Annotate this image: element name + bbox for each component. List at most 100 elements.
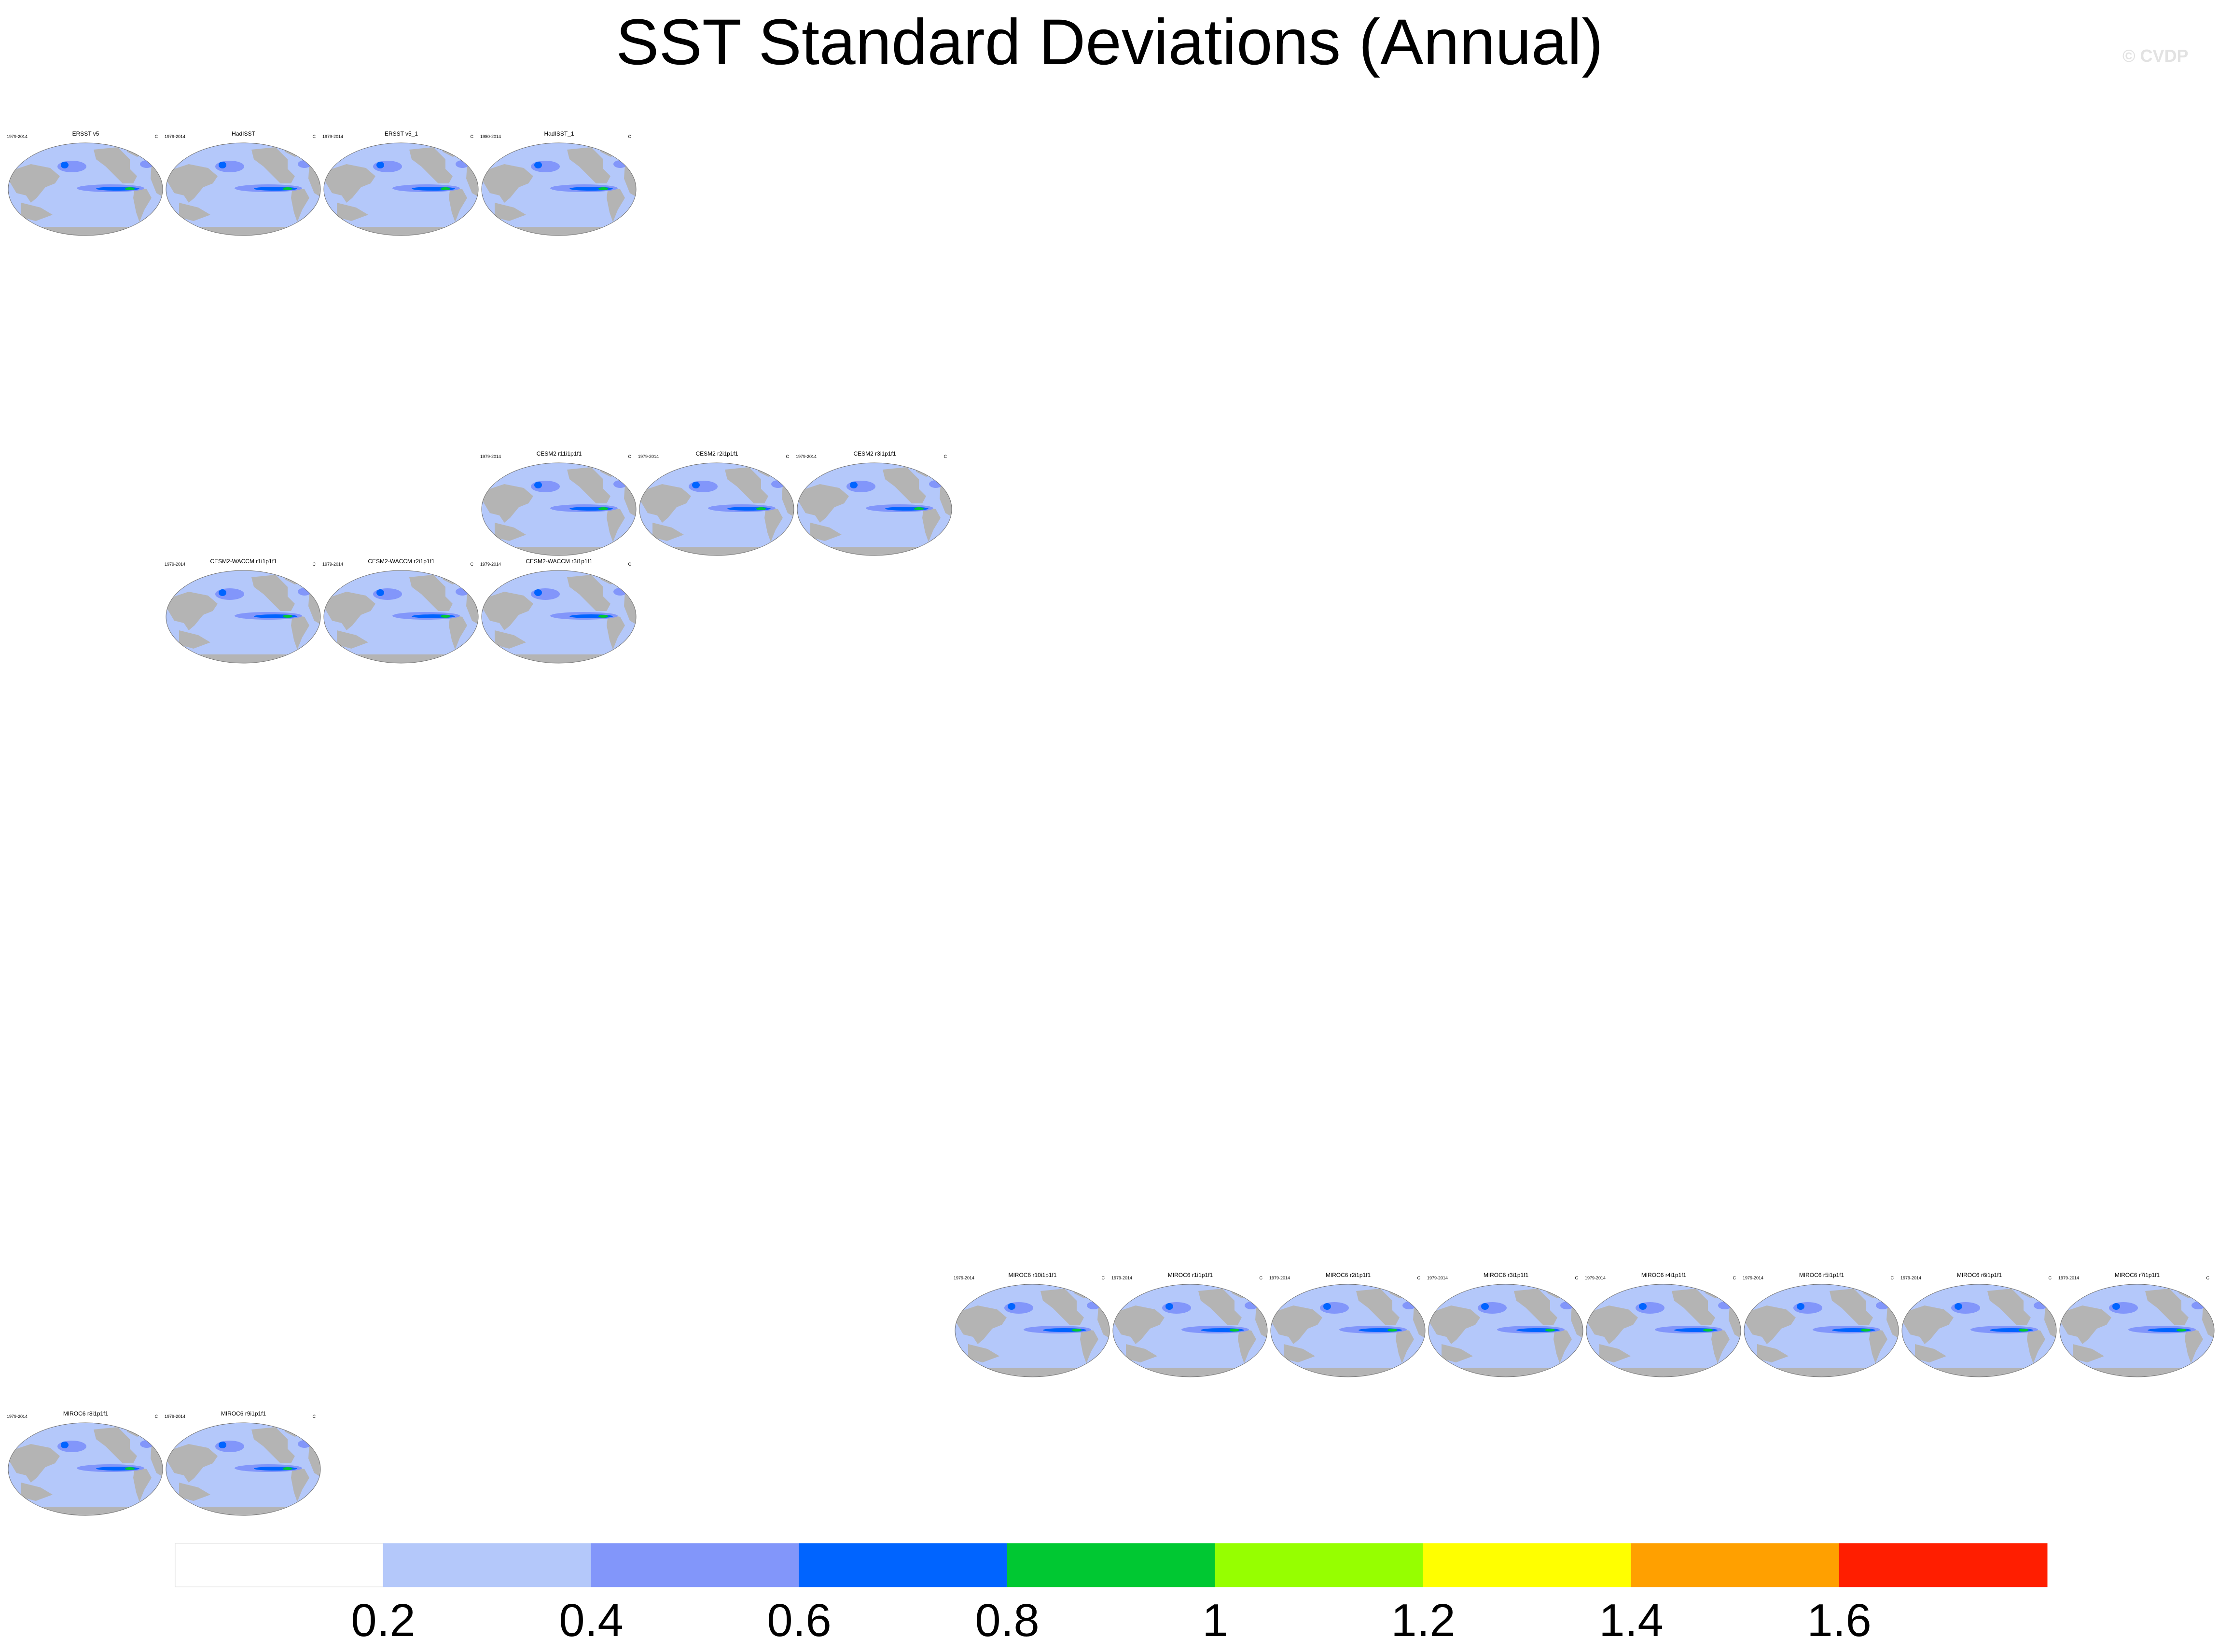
australia-land (1599, 1344, 1631, 1362)
panel-period: 1979-2014 (1900, 1276, 1922, 1280)
kuroshio-core (1797, 1303, 1804, 1310)
enso-peak (1861, 1329, 1871, 1332)
enso-peak (914, 507, 924, 510)
map-panel-graphic (2059, 1284, 2215, 1377)
asia-land (482, 164, 533, 203)
colorbar-tick-label: 0.6 (767, 1595, 831, 1646)
south-america-land (607, 615, 625, 650)
kuroshio-core (1323, 1303, 1331, 1310)
map-panel-graphic (166, 142, 321, 236)
gulf-stream-anomaly (298, 1440, 311, 1448)
north-america-land (725, 467, 768, 503)
globe-outline (1428, 1284, 1583, 1377)
map-body (166, 570, 320, 663)
australia-land (810, 523, 842, 541)
australia-land (652, 523, 684, 541)
colorbar-tick-label: 0.8 (975, 1595, 1039, 1646)
north-america-land (251, 1427, 295, 1463)
gulf-stream-anomaly (298, 160, 311, 168)
south-america-land (133, 1467, 152, 1502)
gulf-stream-anomaly (613, 160, 627, 168)
map-panel-graphic (955, 1284, 1110, 1377)
map-panel: MIROC6 r2i1p1f1 1979-2014 C (1269, 1272, 1427, 1377)
globe-outline (481, 570, 637, 664)
gulf-stream-anomaly (1087, 1302, 1100, 1309)
panel-period: 1979-2014 (2058, 1276, 2080, 1280)
globe-outline (166, 1422, 321, 1516)
enso-peak (125, 1467, 135, 1470)
map-body (639, 463, 794, 555)
enso-peak (283, 187, 292, 190)
kuroshio-core (376, 589, 384, 596)
north-america-land (2145, 1289, 2189, 1325)
map-panel: MIROC6 r4i1p1f1 1979-2014 C (1585, 1272, 1743, 1377)
panel-title: CESM2 r11i1p1f1 (536, 450, 582, 457)
asia-land (482, 484, 533, 523)
panel-period: 1979-2014 (1111, 1276, 1133, 1280)
north-america-land (94, 1427, 137, 1463)
asia-land (482, 592, 533, 630)
asia-land (1271, 1305, 1322, 1344)
north-america-land (1514, 1289, 1557, 1325)
panel-title: MIROC6 r9i1p1f1 (221, 1410, 266, 1417)
antarctica-land (8, 227, 163, 236)
map-panel: MIROC6 r3i1p1f1 1979-2014 C (1427, 1272, 1585, 1377)
panel-units: C (154, 1414, 158, 1419)
map-body (8, 143, 163, 236)
map-body (1271, 1284, 1425, 1377)
panel-title: MIROC6 r5i1p1f1 (1799, 1272, 1845, 1278)
panel-title: CESM2-WACCM r3i1p1f1 (526, 558, 593, 565)
australia-land (968, 1344, 999, 1362)
panel-period: 1979-2014 (165, 562, 186, 567)
globe-outline (1901, 1284, 2057, 1377)
colorbar-swatch (175, 1543, 384, 1587)
south-america-land (291, 615, 309, 650)
asia-land (1744, 1305, 1796, 1344)
panel-units: C (1101, 1276, 1105, 1280)
gulf-stream-anomaly (298, 588, 311, 596)
gulf-stream-anomaly (456, 588, 469, 596)
australia-land (337, 203, 368, 221)
asia-land (1586, 1305, 1638, 1344)
map-body (955, 1284, 1110, 1377)
panel-period: 1979-2014 (1743, 1276, 1764, 1280)
colorbar-tick-label: 0.2 (351, 1595, 415, 1646)
south-america-land (1396, 1329, 1414, 1363)
asia-land (166, 1444, 218, 1483)
panel-units: C (628, 454, 632, 459)
map-body (1113, 1284, 1267, 1377)
panel-period: 1979-2014 (322, 562, 344, 567)
map-panel: CESM2-WACCM r3i1p1f1 1979-2014 C (480, 558, 638, 664)
map-panel: CESM2 r2i1p1f1 1979-2014 C (638, 450, 796, 556)
panel-units: C (2206, 1276, 2210, 1280)
gulf-stream-anomaly (1876, 1302, 1889, 1309)
panel-units: C (470, 134, 474, 139)
kuroshio-core (1165, 1303, 1173, 1310)
north-america-land (251, 575, 295, 611)
australia-land (1442, 1344, 1473, 1362)
australia-land (337, 630, 368, 649)
enso-peak (1230, 1329, 1239, 1332)
globe-outline (639, 462, 794, 556)
gulf-stream-anomaly (613, 480, 627, 488)
gulf-stream-anomaly (771, 480, 785, 488)
globe-outline (481, 462, 637, 556)
kuroshio-core (534, 162, 542, 168)
credit-label: © CVDP (2122, 46, 2189, 66)
colorbar-swatch (1631, 1543, 1840, 1587)
panel-period: 1979-2014 (165, 134, 186, 139)
globe-outline (1744, 1284, 1899, 1377)
asia-land (1902, 1305, 1954, 1344)
south-america-land (764, 507, 783, 542)
globe-outline (955, 1284, 1110, 1377)
kuroshio-core (534, 589, 542, 596)
kuroshio-core (219, 162, 226, 168)
enso-peak (1072, 1329, 1082, 1332)
kuroshio-core (692, 482, 700, 488)
globe-outline (1586, 1284, 1741, 1377)
asia-land (324, 164, 375, 203)
australia-land (179, 630, 210, 649)
panel-units: C (628, 134, 632, 139)
antarctica-land (639, 547, 794, 555)
